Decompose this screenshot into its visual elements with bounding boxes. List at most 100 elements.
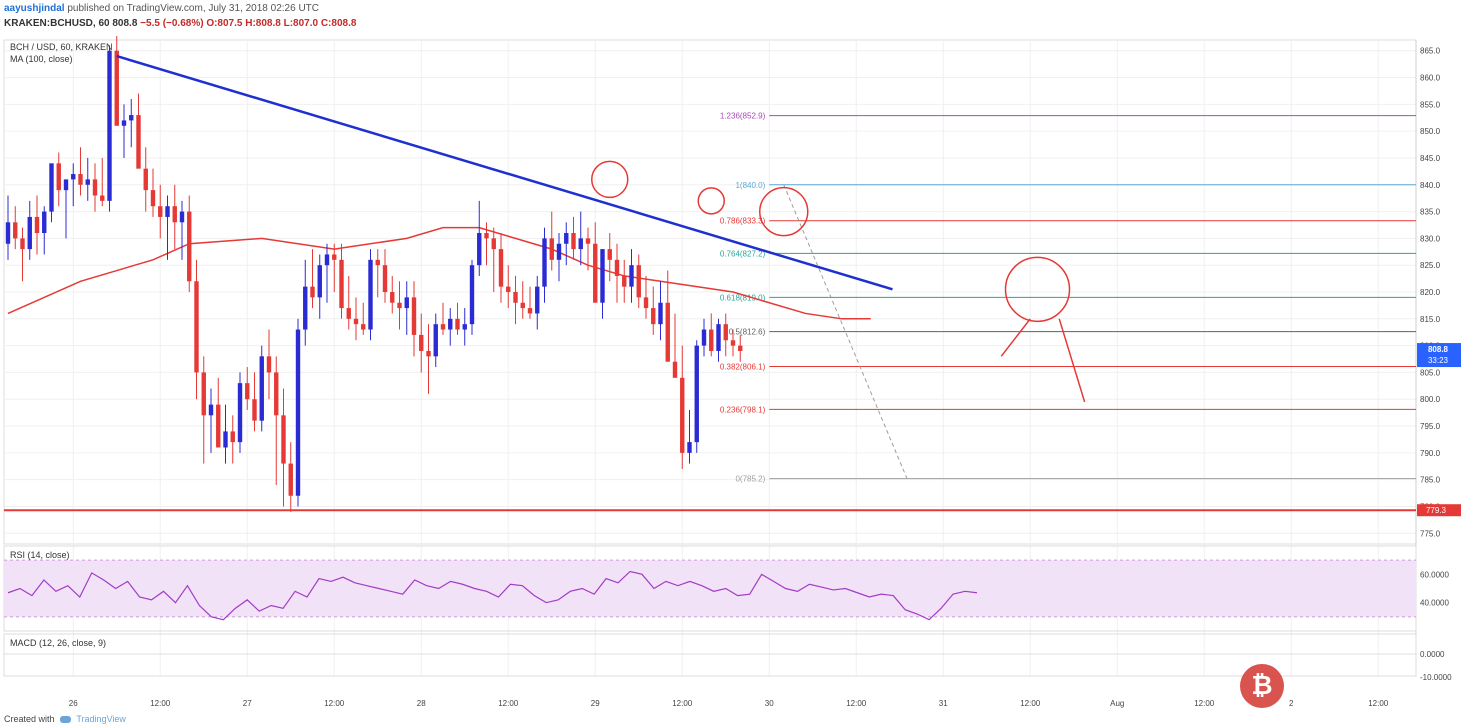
annotation-circle: [759, 186, 809, 237]
candle-body: [317, 265, 322, 298]
y-tick-label: 815.0: [1420, 315, 1441, 324]
current-price-label: 808.8: [1428, 345, 1449, 354]
candle-body: [404, 297, 409, 309]
ma-indicator-label: MA (100, close): [10, 54, 73, 64]
candle-body: [150, 190, 156, 207]
candle-body: [484, 233, 489, 239]
candle-body: [709, 329, 714, 351]
y-tick-label: 835.0: [1420, 208, 1441, 217]
candle-body: [143, 168, 148, 191]
last-price: 808.8: [112, 18, 138, 29]
candle-body: [216, 404, 221, 448]
candle-body: [419, 334, 424, 351]
candle-body: [535, 286, 540, 314]
candle-body: [237, 383, 243, 443]
candle-body: [390, 292, 395, 303]
y-tick-label: 840.0: [1420, 181, 1441, 190]
x-tick-label: 12:00: [498, 699, 519, 708]
x-tick-label: 12:00: [1194, 699, 1215, 708]
y-tick-label: 845.0: [1420, 154, 1441, 163]
candle-body: [5, 222, 11, 244]
candle-body: [274, 372, 279, 416]
forecast-arrow: [1058, 318, 1086, 403]
candle-body: [346, 308, 351, 319]
candle-body: [578, 238, 583, 250]
candle-body: [469, 265, 475, 325]
fib-level-label: 0.382(806.1): [720, 363, 766, 372]
candle-body: [208, 404, 214, 416]
annotation-circle: [591, 160, 629, 199]
candle-body: [20, 238, 25, 250]
x-tick-label: 30: [765, 699, 774, 708]
candle-body: [194, 281, 199, 373]
candle-body: [34, 216, 40, 234]
candle-body: [252, 399, 257, 421]
x-tick-label: 27: [243, 699, 252, 708]
chart-canvas[interactable]: 865.0 860.0 855.0 850.0 845.0 840.0 835.0 830.0…: [0, 36, 1462, 714]
candle-body: [259, 356, 264, 421]
candle-body: [92, 179, 98, 196]
candle-body: [13, 222, 18, 239]
y-tick-label: 790.0: [1420, 449, 1441, 458]
candle-body: [658, 302, 663, 325]
candle-body: [614, 259, 620, 276]
candle-body: [172, 206, 177, 223]
fib-level-label: 0.5(812.6): [729, 328, 766, 337]
candle-body: [738, 345, 743, 351]
x-tick-label: 29: [591, 699, 600, 708]
candle-body: [687, 442, 692, 453]
candle-body: [593, 243, 598, 303]
x-tick-label: 12:00: [150, 699, 171, 708]
candle-body: [78, 174, 83, 185]
publish-line: aayushjindal published on TradingView.co…: [4, 3, 319, 14]
candle-body: [49, 163, 54, 212]
x-tick-label: 12:00: [672, 699, 693, 708]
fib-level-label: 0.236(798.1): [720, 405, 766, 414]
author-link[interactable]: aayushjindal: [4, 3, 65, 14]
candle-body: [672, 361, 678, 378]
candle-body: [187, 211, 192, 282]
candle-body: [585, 238, 591, 244]
y-tick-label: 830.0: [1420, 234, 1441, 243]
candle-body: [223, 431, 228, 448]
footer-brand[interactable]: TradingView: [76, 714, 126, 724]
candle-body: [179, 211, 185, 223]
candle-body: [295, 329, 301, 496]
candle-body: [245, 383, 250, 400]
candle-body: [680, 377, 685, 453]
candle-body: [506, 286, 511, 292]
y-tick-label: 865.0: [1420, 47, 1441, 56]
candle-body: [730, 340, 736, 346]
x-tick-label: 28: [417, 699, 426, 708]
bar-countdown-label: 33:23: [1428, 356, 1449, 365]
y-tick-label: 800.0: [1420, 395, 1441, 404]
candle-body: [527, 308, 533, 314]
candle-body: [556, 243, 562, 260]
candle-body: [375, 259, 380, 266]
candle-body: [622, 275, 627, 287]
symbol-label: KRAKEN:BCHUSD, 60: [4, 18, 110, 29]
y-tick-label: 825.0: [1420, 261, 1441, 270]
x-tick-label: 12:00: [1020, 699, 1041, 708]
candle-body: [230, 431, 235, 443]
footer-created-with: Created with: [4, 714, 55, 724]
bitcoin-icon: ₿: [1240, 664, 1284, 708]
candle-body: [85, 179, 90, 185]
current-price-tag: [1417, 343, 1461, 368]
ma-100-line: [7, 226, 871, 320]
candle-body: [440, 324, 446, 330]
y-tick-label: 850.0: [1420, 127, 1441, 136]
symbol-line: KRAKEN:BCHUSD, 60 808.8 −5.5 (−0.68%) O:…: [4, 18, 356, 29]
forecast-arrow: [1000, 318, 1031, 357]
candle-body: [136, 115, 141, 169]
fib-level-label: 1.236(852.9): [720, 112, 766, 121]
candle-body: [71, 174, 76, 180]
candle-body: [643, 297, 649, 309]
candle-body: [426, 350, 431, 357]
candle-body: [303, 286, 308, 330]
candle-body: [629, 265, 634, 287]
fib-level-label: 0(785.2): [735, 475, 765, 484]
candle-body: [491, 238, 496, 250]
candle-body: [339, 259, 344, 309]
candle-body: [310, 286, 315, 298]
